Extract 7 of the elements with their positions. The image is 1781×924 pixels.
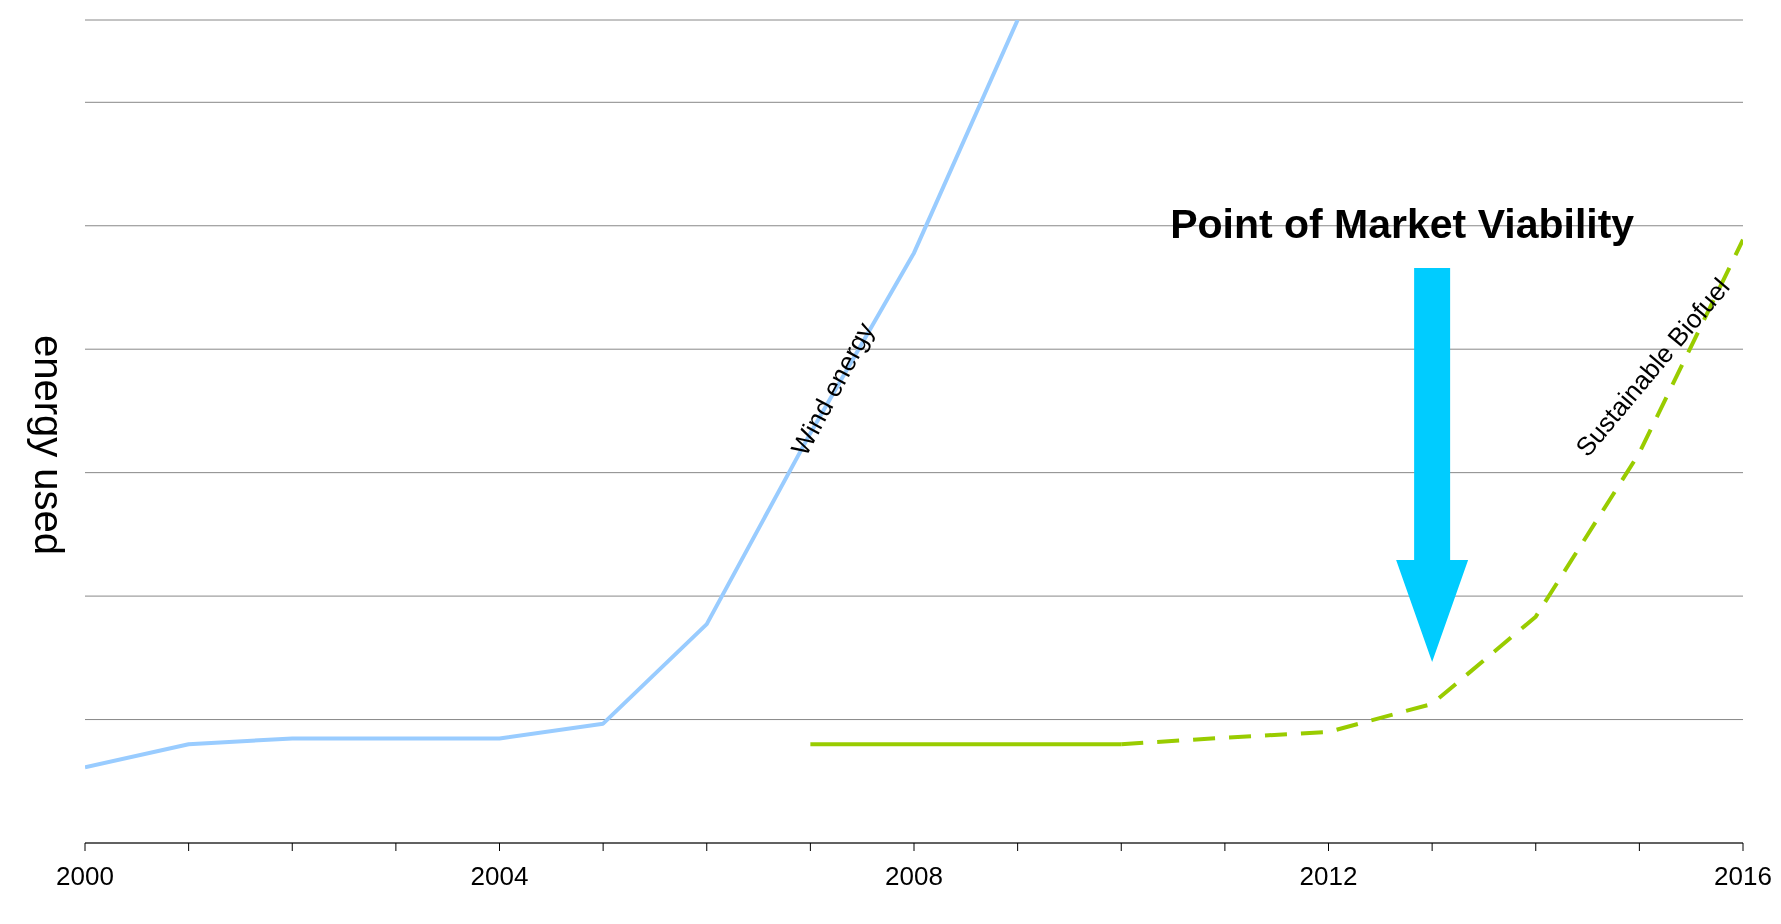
- x-tick-label: 2012: [1299, 861, 1358, 892]
- y-axis-title: energy used: [25, 334, 71, 556]
- x-tick-label: 2016: [1714, 861, 1772, 892]
- x-tick-label: 2008: [885, 861, 943, 892]
- x-tick-label: 2000: [56, 861, 114, 892]
- x-tick-label: 2004: [470, 861, 529, 892]
- annotation: Point of Market Viability: [1170, 200, 1635, 247]
